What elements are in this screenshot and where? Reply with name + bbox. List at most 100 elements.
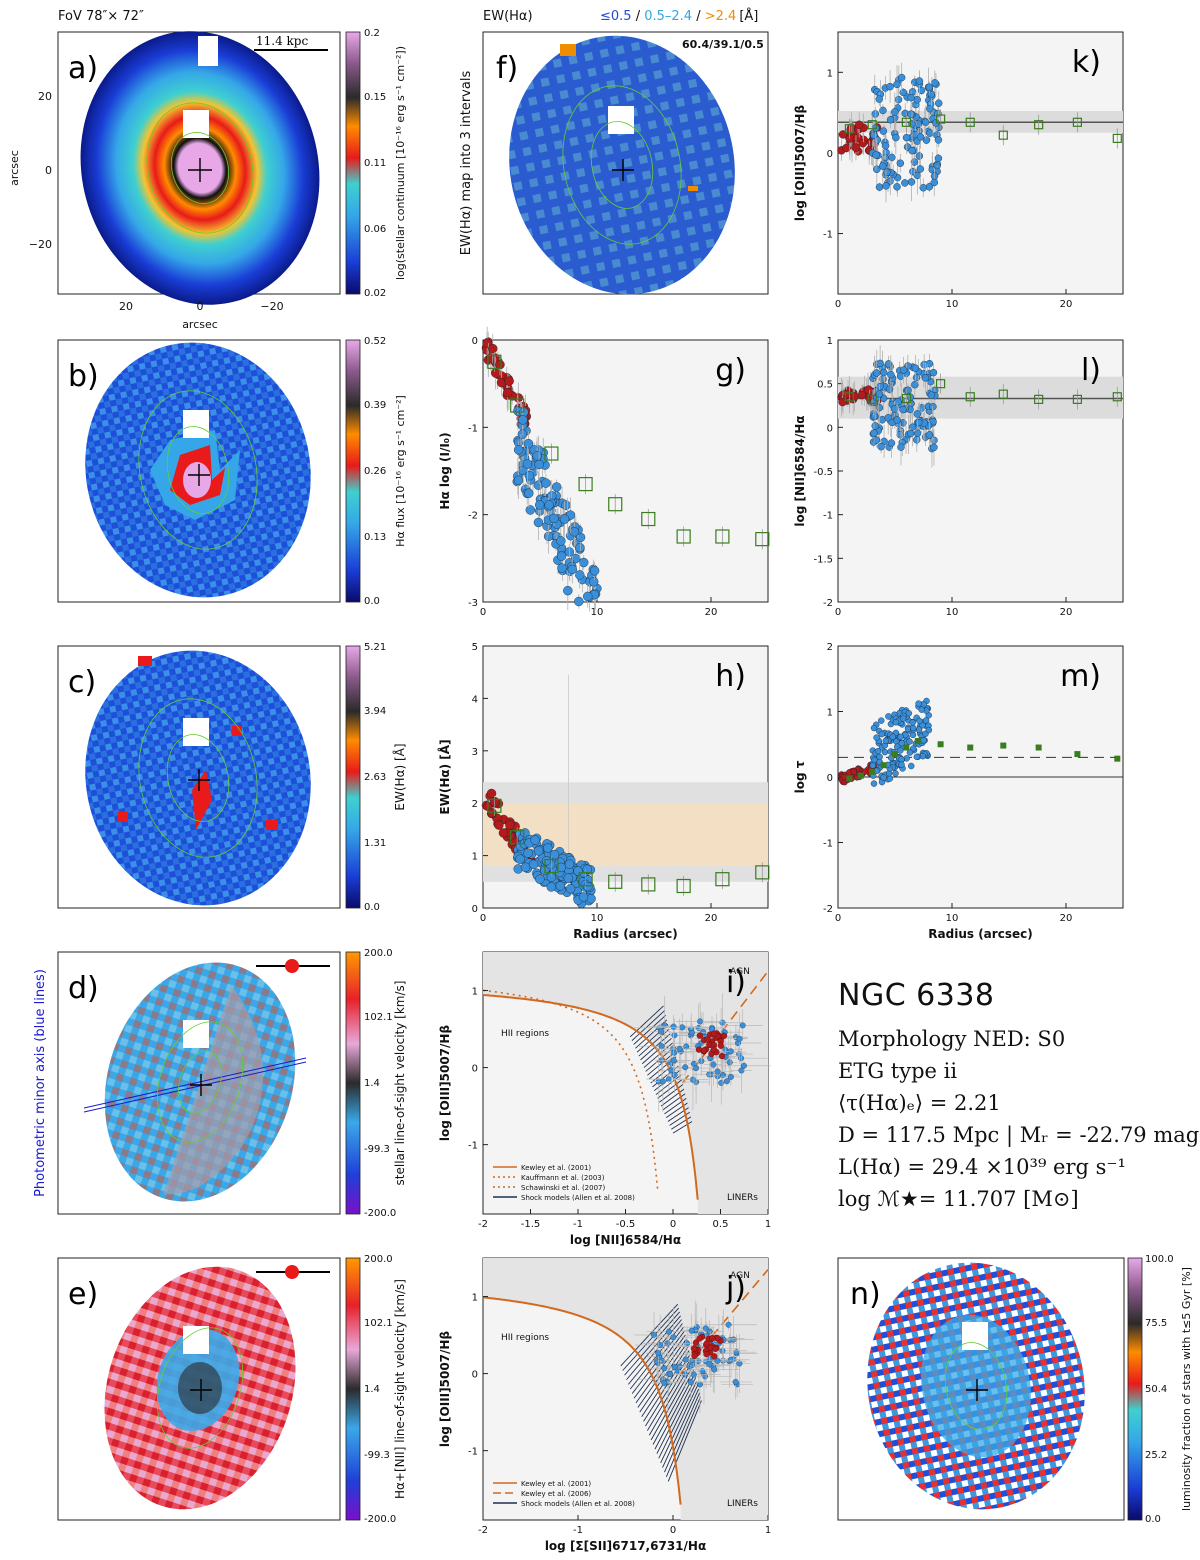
- m-profile-point-9: [1000, 742, 1007, 749]
- j-kewley-line: [482, 1296, 682, 1505]
- l-point: [857, 390, 867, 400]
- g-point: [533, 517, 544, 528]
- l-profile-point-6: [1034, 394, 1044, 404]
- ew-ratio: 60.4/39.1/0.5: [682, 38, 764, 51]
- m-point: [892, 719, 900, 726]
- j-point-red: [703, 1340, 710, 1347]
- k-profile-point-3: [935, 114, 946, 124]
- k-point: [925, 83, 934, 91]
- i-liner-label: LINERs: [727, 1193, 758, 1203]
- stellar-mass: log ℳ★= 11.707 [M⊙]: [838, 1187, 1079, 1211]
- cbar-b-tick-1: 0.39: [364, 400, 386, 411]
- k-point: [855, 120, 864, 129]
- j-point-red: [712, 1345, 719, 1352]
- k-point: [916, 165, 925, 173]
- l-point: [914, 418, 923, 427]
- m-profile-point-1: [857, 772, 864, 779]
- ew-sep-1: /: [692, 9, 705, 24]
- m-xlabel: Radius (arcsec): [928, 927, 1032, 941]
- cbar-a-tick-3: 0.06: [364, 224, 386, 235]
- i-point-red: [718, 1052, 726, 1060]
- j-legend-0: Kewley et al. (2001): [521, 1480, 591, 1488]
- g-point: [495, 359, 505, 370]
- m-ytick-4: -2: [823, 904, 833, 915]
- k-profile-point-1: [867, 120, 877, 130]
- l-point: [911, 364, 920, 372]
- l-point: [897, 443, 905, 451]
- l-ytick-3: -0.5: [813, 467, 833, 478]
- tau-value: ⟨τ(Hα)ₑ⟩ = 2.21: [838, 1091, 1001, 1115]
- distance: D = 117.5 Mpc | Mᵣ = -22.79 mag: [838, 1123, 1200, 1147]
- l-profile-point-1: [867, 394, 877, 404]
- m-profile-point-3: [880, 762, 887, 769]
- l-xtick-1: 10: [946, 607, 959, 618]
- cbar-n-tick-2: 50.4: [1145, 1384, 1167, 1395]
- cbar-e-tick-3: -99.3: [364, 1450, 390, 1461]
- m-point: [870, 724, 878, 732]
- axis-a-xlabel: arcsec: [182, 318, 218, 331]
- g-panel-label: g): [715, 353, 746, 388]
- h-point: [528, 859, 539, 870]
- i-shock-line: [641, 1037, 672, 1065]
- k-point: [894, 95, 903, 104]
- j-shock-line: [628, 1319, 682, 1385]
- k-profile-point-2: [901, 117, 912, 127]
- i-shock-line: [635, 1019, 668, 1049]
- k-ytick-0: 1: [827, 68, 833, 79]
- m-point: [870, 780, 878, 787]
- chart-i: -2 -1.5 -1 -0.5 0 0.5 1 1 0 -1 i) log [OIII]5007/Hβ…: [438, 951, 771, 1247]
- g-xtick-2: 20: [705, 607, 718, 618]
- i-ytick-2: -1: [468, 1141, 478, 1152]
- colorbar-e: 200.0 102.1 1.4 -99.3 -200.0 Hα+[NII] li…: [345, 1254, 407, 1525]
- cbar-e-tick-0: 200.0: [364, 1254, 393, 1265]
- l-point: [906, 429, 915, 438]
- panel-n: n): [837, 1257, 1125, 1521]
- galaxy-name: NGC 6338: [838, 978, 995, 1013]
- k-point: [872, 151, 880, 159]
- i-point-red: [710, 1046, 718, 1053]
- j-point: [688, 1327, 695, 1334]
- i-point: [719, 1072, 726, 1078]
- m-point: [909, 724, 917, 732]
- k-point: [921, 118, 930, 126]
- l-profile-point-8: [1112, 392, 1122, 402]
- g-point: [532, 451, 542, 461]
- m-point: [898, 761, 905, 768]
- cbar-e-tick-1: 102.1: [364, 1318, 393, 1329]
- i-xtick-6: 1: [765, 1219, 771, 1230]
- cbar-e-tick-4: -200.0: [364, 1514, 396, 1525]
- g-point: [563, 585, 573, 596]
- g-point: [559, 514, 570, 524]
- j-point: [696, 1381, 703, 1388]
- i-legend-3: Shock models (Allen et al. 2008): [521, 1194, 635, 1202]
- g-point: [524, 471, 535, 481]
- j-xtick-2: 0: [670, 1525, 676, 1536]
- chart-g: 0 10 20 0 -1 -2 -3 g) Hα log (I/I₀): [438, 326, 770, 618]
- m-profile-point-6: [914, 737, 921, 744]
- m-point: [909, 719, 916, 726]
- m-profile-point-5: [903, 744, 910, 751]
- l-ytick-5: -1.5: [813, 554, 833, 565]
- panel-f: 60.4/39.1/0.5 f) EW(Hα) map into 3 inter…: [459, 31, 769, 295]
- j-point: [714, 1357, 721, 1364]
- h-profile-point-8: [755, 865, 770, 880]
- i-point: [726, 1059, 733, 1066]
- m-xtick-2: 20: [1060, 913, 1073, 924]
- m-profile-point-10: [1035, 744, 1042, 751]
- k-point: [913, 171, 922, 180]
- k-profile-point-8: [1112, 133, 1122, 144]
- j-xtick-3: 1: [765, 1525, 771, 1536]
- i-xtick-5: 0.5: [713, 1219, 729, 1230]
- m-profile-point-8: [967, 744, 974, 751]
- i-point: [668, 1067, 675, 1074]
- j-ytick-1: 0: [472, 1370, 478, 1381]
- cbar-e-label: Hα+[NII] line-of-sight velocity [km/s]: [393, 1279, 407, 1499]
- h-point: [564, 859, 575, 869]
- l-point: [877, 442, 885, 451]
- k-point: [893, 80, 901, 89]
- h-profile-point-3: [578, 872, 593, 887]
- axis-a-ytick-0: 20: [38, 90, 52, 103]
- i-point: [671, 1071, 678, 1078]
- i-ytick-1: 0: [472, 1064, 478, 1075]
- ew-sep-0: /: [632, 9, 645, 24]
